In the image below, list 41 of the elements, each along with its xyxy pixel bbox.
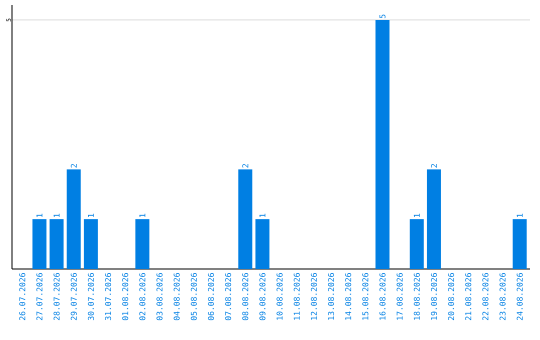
x-tick-label: 12.08.2026	[310, 273, 317, 320]
x-tick-label: 03.08.2026	[156, 273, 163, 320]
x-tick-label: 01.08.2026	[122, 273, 128, 320]
x-tick-label: 27.07.2026	[36, 273, 42, 320]
x-tick-label: 11.08.2026	[294, 273, 300, 320]
x-tick-label: 26.07.2026	[19, 273, 26, 320]
x-tick-label: 08.08.2026	[242, 273, 248, 320]
x-tick-label: 05.08.2026	[190, 273, 197, 320]
x-tick-label: 10.08.2026	[276, 273, 283, 320]
x-tick-label: 04.08.2026	[174, 273, 180, 320]
x-tick-label: 07.08.2026	[225, 273, 232, 320]
x-tick-label: 18.08.2026	[414, 273, 420, 320]
x-tick-label: 17.08.2026	[396, 273, 403, 320]
data-label: 2	[430, 164, 437, 168]
x-tick-label: 06.08.2026	[208, 273, 214, 320]
data-label: 1	[36, 214, 42, 218]
data-label: 2	[242, 164, 248, 168]
x-tick-label: 21.08.2026	[465, 273, 472, 320]
data-label: 1	[88, 214, 94, 218]
x-tick-label: 16.08.2026	[379, 273, 386, 320]
x-tick-label: 24.08.2026	[516, 273, 523, 320]
data-label: 1	[260, 214, 266, 218]
x-tick-label: 13.08.2026	[328, 273, 334, 320]
data-label: 1	[516, 214, 523, 218]
x-tick-label: 20.08.2026	[448, 273, 454, 320]
data-label: 1	[54, 214, 60, 218]
x-tick-label: 29.07.2026	[70, 273, 77, 320]
x-tick-label: 02.08.2026	[139, 273, 146, 320]
x-tick-label: 23.08.2026	[500, 273, 506, 320]
x-tick-label: 22.08.2026	[482, 273, 488, 320]
data-label: 5	[380, 14, 386, 18]
x-tick-label: 30.07.2026	[88, 273, 94, 320]
data-label: 1	[139, 214, 146, 218]
x-tick-label: 09.08.2026	[259, 273, 266, 320]
data-label: 1	[414, 214, 420, 218]
x-tick-label: 19.08.2026	[430, 273, 437, 320]
x-tick-label: 15.08.2026	[362, 273, 368, 320]
data-label: 2	[70, 164, 77, 168]
x-tick-label: 14.08.2026	[345, 273, 352, 320]
x-tick-label: 31.07.2026	[105, 273, 112, 320]
x-tick-label: 28.07.2026	[54, 273, 60, 320]
